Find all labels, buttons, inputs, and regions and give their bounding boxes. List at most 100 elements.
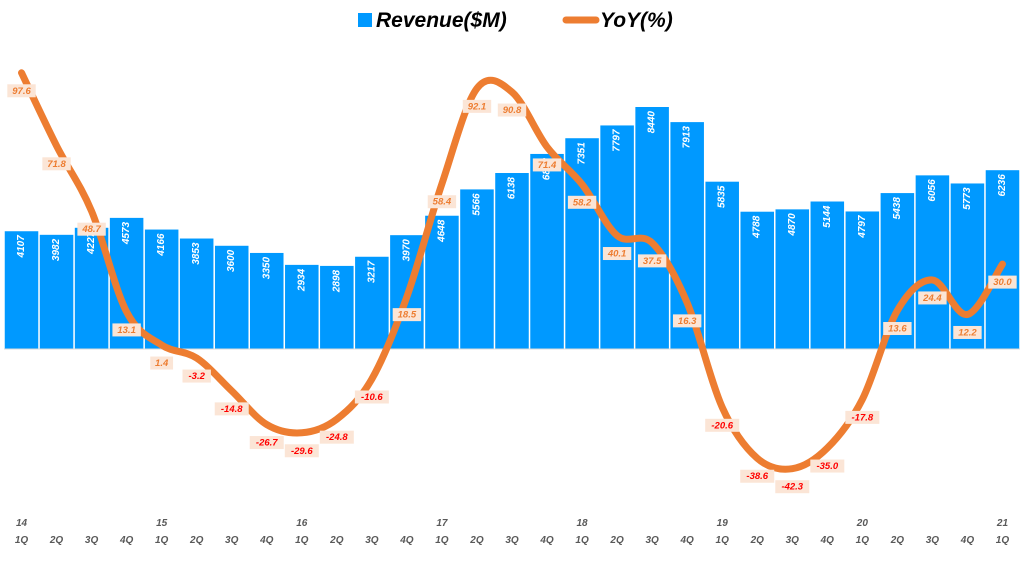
revenue-bar [355, 256, 389, 349]
revenue-data-label: 5773 [962, 187, 973, 210]
revenue-data-label: 4788 [752, 215, 763, 239]
revenue-data-label: 7913 [682, 126, 693, 149]
yoy-data-label: -35.0 [816, 461, 838, 472]
yoy-data-label: 58.2 [573, 197, 592, 208]
yoy-data-label: -24.8 [326, 432, 348, 443]
x-tick-quarter: 2Q [750, 535, 765, 546]
revenue-bar [775, 209, 810, 349]
x-tick-year: 21 [996, 518, 1009, 529]
yoy-data-label-group: -42.3 [775, 480, 810, 494]
yoy-label-box [427, 195, 457, 209]
x-tick-quarter: 1Q [155, 535, 169, 546]
revenue-data-label: 7797 [612, 129, 623, 152]
yoy-data-label: -20.6 [711, 420, 733, 431]
revenue-data-label: 3982 [51, 238, 62, 261]
revenue-data-label: 4797 [857, 215, 868, 239]
revenue-bar [425, 215, 459, 349]
revenue-data-label: 5438 [892, 197, 903, 220]
revenue-bar [950, 183, 985, 349]
yoy-data-label: 37.5 [643, 256, 662, 267]
x-tick-quarter: 3Q [505, 535, 519, 546]
revenue-bar [985, 170, 1020, 349]
yoy-data-label-group: 18.5 [392, 308, 422, 322]
legend-label-yoy: YoY(%) [600, 9, 673, 32]
x-tick-quarter: 3Q [225, 535, 239, 546]
yoy-label-box [810, 459, 845, 473]
yoy-data-label: 71.8 [47, 159, 66, 170]
yoy-data-label-group: 92.1 [462, 99, 492, 113]
yoy-data-label-group: -3.2 [182, 369, 211, 383]
yoy-label-box [249, 436, 284, 450]
revenue-bar [144, 229, 179, 349]
x-tick-quarter: 4Q [539, 535, 554, 546]
yoy-data-label: -38.6 [746, 471, 768, 482]
yoy-data-label: -26.7 [256, 438, 278, 449]
yoy-data-label-group: 1.4 [150, 356, 174, 370]
yoy-label-box [567, 195, 597, 209]
yoy-data-label-group: -26.7 [249, 436, 284, 450]
yoy-data-label: 48.7 [81, 224, 101, 235]
revenue-data-label: 6138 [507, 177, 518, 200]
x-tick-quarter: 4Q [399, 535, 414, 546]
revenue-data-label: 8440 [647, 111, 658, 134]
yoy-data-label: 30.0 [993, 277, 1012, 288]
yoy-data-label-group: 37.5 [637, 254, 667, 268]
yoy-line-path [18, 69, 1006, 473]
revenue-bars [4, 107, 1020, 349]
x-tick-quarter: 1Q [435, 535, 449, 546]
x-tick-year: 19 [717, 518, 729, 529]
yoy-data-label: -10.6 [361, 392, 383, 403]
revenue-data-label: 5566 [471, 193, 482, 216]
revenue-data-label: 4573 [121, 221, 132, 245]
yoy-data-label: 40.1 [607, 249, 627, 260]
yoy-data-label: 1.4 [155, 358, 169, 369]
x-tick-quarter: 4Q [259, 535, 274, 546]
yoy-label-box [7, 84, 36, 98]
yoy-data-label-group: 24.4 [918, 291, 947, 305]
yoy-data-label-group: -29.6 [284, 444, 319, 458]
yoy-data-label: 58.4 [433, 197, 452, 208]
yoy-data-label: 12.2 [958, 327, 977, 338]
yoy-data-label: -17.8 [852, 412, 874, 423]
revenue-data-label: 4227 [86, 231, 97, 255]
revenue-bar [635, 107, 669, 349]
yoy-data-label-group: -38.6 [740, 469, 775, 483]
yoy-data-label: 13.1 [117, 325, 136, 336]
x-tick-quarter: 3Q [786, 535, 800, 546]
revenue-data-label: 3853 [191, 242, 202, 265]
revenue-bar [460, 189, 494, 349]
x-tick-quarter: 3Q [926, 535, 940, 546]
x-tick-quarter: 1Q [15, 535, 29, 546]
revenue-bar [214, 245, 249, 349]
yoy-label-box [319, 430, 354, 444]
legend-swatch-revenue [358, 13, 372, 27]
yoy-label-box [150, 356, 174, 370]
revenue-bar [915, 175, 950, 349]
yoy-label-box [354, 390, 389, 404]
yoy-label-box [845, 410, 880, 424]
revenue-data-label: 3217 [366, 260, 377, 283]
yoy-label-box [602, 247, 632, 261]
yoy-data-label: 71.4 [538, 160, 557, 171]
yoy-data-label-group: 71.4 [532, 158, 562, 172]
yoy-data-label-group: -24.8 [319, 430, 354, 444]
revenue-data-label: 7351 [577, 142, 588, 165]
yoy-data-label-group: -17.8 [845, 410, 880, 424]
yoy-data-label: 16.3 [678, 316, 697, 327]
yoy-line [18, 69, 1006, 473]
yoy-data-label-group: 30.0 [988, 275, 1017, 289]
x-tick-quarter: 2Q [469, 535, 484, 546]
revenue-bar [179, 238, 214, 349]
revenue-bar [530, 153, 564, 349]
yoy-data-label: -14.8 [221, 404, 243, 415]
revenue-bar [39, 234, 74, 349]
x-tick-quarter: 1Q [716, 535, 730, 546]
yoy-data-label: -42.3 [781, 482, 803, 493]
revenue-data-label: 3600 [226, 249, 237, 272]
yoy-data-label: 18.5 [398, 310, 417, 321]
x-tick-quarter: 2Q [890, 535, 905, 546]
yoy-data-label: -29.6 [291, 446, 313, 457]
yoy-data-label-group: 71.8 [42, 157, 71, 171]
revenue-data-label: 3350 [261, 257, 272, 280]
yoy-label-box [883, 322, 912, 336]
